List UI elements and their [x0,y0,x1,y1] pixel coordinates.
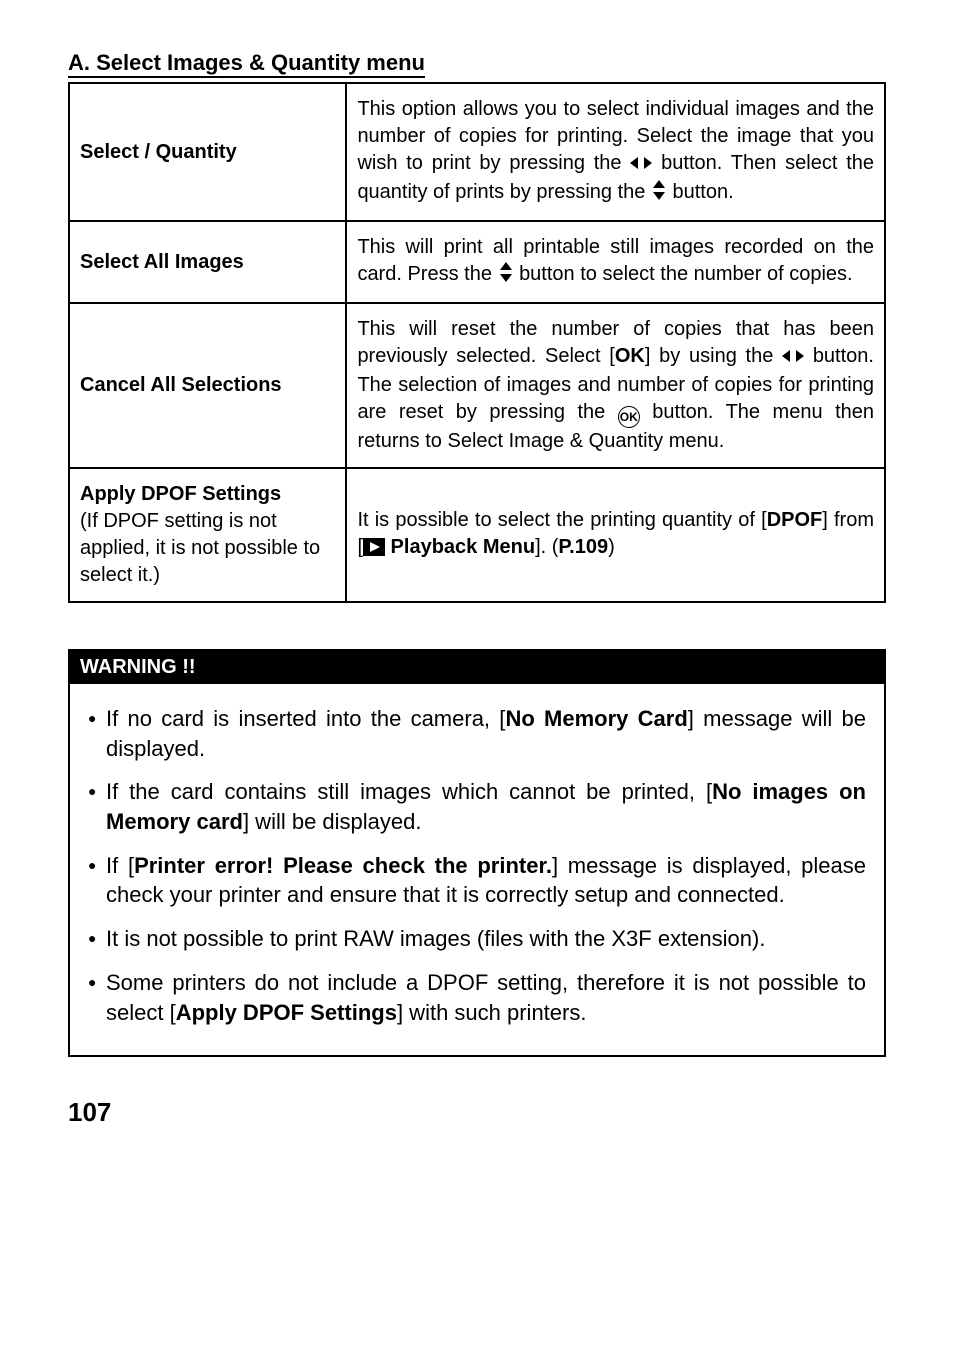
text: ] with such printers. [397,1000,587,1025]
bold-text: OK [615,345,645,367]
warning-header: WARNING !! [68,649,886,684]
left-right-icon [782,345,804,372]
option-desc: It is possible to select the printing qu… [346,468,885,602]
option-label: Cancel All Selections [69,303,346,468]
option-label-title: Apply DPOF Settings [80,483,281,505]
option-label: Select / Quantity [69,83,346,221]
table-row: Cancel All Selections This will reset th… [69,303,885,468]
text: button. [673,181,734,203]
bold-text: DPOF [767,509,823,531]
page-container: A. Select Images & Quantity menu Select … [0,0,954,1168]
page-number: 107 [68,1097,886,1128]
bold-text: No Memory Card [505,706,687,731]
bullet-icon: ● [88,851,106,910]
text: It is not possible to print RAW images (… [106,926,765,951]
text: ] will be displayed. [243,809,422,834]
table-row: Select / Quantity This option allows you… [69,83,885,221]
up-down-icon [651,180,667,208]
ok-icon: OK [618,406,640,428]
bold-text: P.109 [558,536,608,558]
warning-item: ● It is not possible to print RAW images… [88,924,866,954]
bullet-icon: ● [88,777,106,836]
playback-icon [363,537,385,564]
text: If no card is inserted into the camera, … [106,706,505,731]
option-label: Apply DPOF Settings (If DPOF setting is … [69,468,346,602]
text: ] by using the [645,345,782,367]
warning-item: ● If no card is inserted into the camera… [88,704,866,763]
bullet-icon: ● [88,704,106,763]
text: ) [608,536,615,558]
warning-item: ● If the card contains still images whic… [88,777,866,836]
warning-text: If [Printer error! Please check the prin… [106,851,866,910]
bold-text: Playback Menu [385,536,535,558]
text: If the card contains still images which … [106,779,712,804]
left-right-icon [630,152,652,179]
option-label: Select All Images [69,221,346,303]
options-table: Select / Quantity This option allows you… [68,82,886,603]
text: If [ [106,853,134,878]
warning-box: ● If no card is inserted into the camera… [68,684,886,1057]
bold-text: Printer error! Please check the printer. [134,853,552,878]
warning-item: ● Some printers do not include a DPOF se… [88,968,866,1027]
warning-text: If no card is inserted into the camera, … [106,704,866,763]
text: button to select the number of copies. [519,263,853,285]
warning-text: If the card contains still images which … [106,777,866,836]
option-desc: This option allows you to select individ… [346,83,885,221]
text: ]. ( [535,536,558,558]
table-row: Select All Images This will print all pr… [69,221,885,303]
warning-item: ● If [Printer error! Please check the pr… [88,851,866,910]
warning-text: Some printers do not include a DPOF sett… [106,968,866,1027]
table-row: Apply DPOF Settings (If DPOF setting is … [69,468,885,602]
text: It is possible to select the printing qu… [357,509,766,531]
up-down-icon [498,262,514,290]
option-desc: This will reset the number of copies tha… [346,303,885,468]
option-label-sub: (If DPOF setting is not applied, it is n… [80,510,320,586]
bold-text: Apply DPOF Settings [176,1000,397,1025]
option-desc: This will print all printable still imag… [346,221,885,303]
section-title: A. Select Images & Quantity menu [68,50,886,76]
bullet-icon: ● [88,968,106,1027]
warning-text: It is not possible to print RAW images (… [106,924,866,954]
bullet-icon: ● [88,924,106,954]
spacer [68,603,886,649]
